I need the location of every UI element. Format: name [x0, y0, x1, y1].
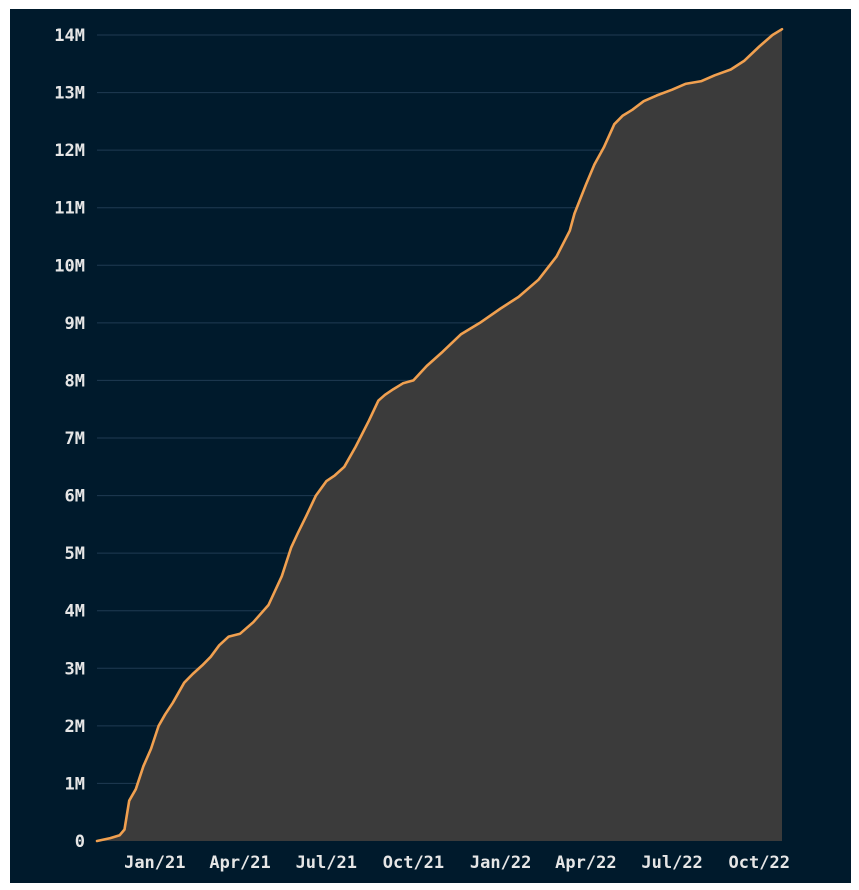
- y-tick-label: 2M: [65, 717, 85, 737]
- x-tick-label: Jul/22: [641, 853, 702, 873]
- area-chart: 0 1M 2M 3M 4M 5M 6M 7M 8M 9M 10M 11M 12M 13M 14M Jan/2…: [54, 26, 790, 873]
- y-tick-label: 11M: [54, 199, 85, 219]
- y-tick-label: 10M: [54, 256, 85, 276]
- y-axis: 0 1M 2M 3M 4M 5M 6M 7M 8M 9M 10M 11M 12M 13M 14M: [54, 26, 85, 852]
- area-layer: [95, 27, 784, 843]
- x-tick-label: Oct/22: [729, 853, 790, 873]
- x-tick-label: Jul/21: [296, 853, 357, 873]
- x-tick-label: Apr/21: [209, 853, 270, 873]
- y-tick-label: 4M: [65, 602, 85, 622]
- y-tick-label: 3M: [65, 659, 85, 679]
- y-tick-label: 8M: [65, 371, 85, 391]
- y-tick-label: 7M: [65, 429, 85, 449]
- x-tick-label: Oct/21: [383, 853, 444, 873]
- x-tick-label: Jan/21: [124, 853, 185, 873]
- y-tick-label: 12M: [54, 141, 85, 161]
- x-tick-label: Jan/22: [470, 853, 531, 873]
- chart-panel: 0 1M 2M 3M 4M 5M 6M 7M 8M 9M 10M 11M 12M 13M 14M Jan/2…: [10, 9, 851, 883]
- y-tick-label: 14M: [54, 26, 85, 46]
- x-axis: Jan/21 Apr/21 Jul/21 Oct/21 Jan/22 Apr/22 Jul/…: [124, 853, 790, 873]
- y-tick-label: 1M: [65, 774, 85, 794]
- series-area-fill: [97, 29, 782, 841]
- y-tick-label: 9M: [65, 314, 85, 334]
- y-tick-label: 6M: [65, 487, 85, 507]
- y-tick-label: 13M: [54, 84, 85, 104]
- x-tick-label: Apr/22: [555, 853, 616, 873]
- y-tick-label: 5M: [65, 544, 85, 564]
- y-tick-label: 0: [75, 832, 85, 852]
- series-line: [95, 27, 784, 843]
